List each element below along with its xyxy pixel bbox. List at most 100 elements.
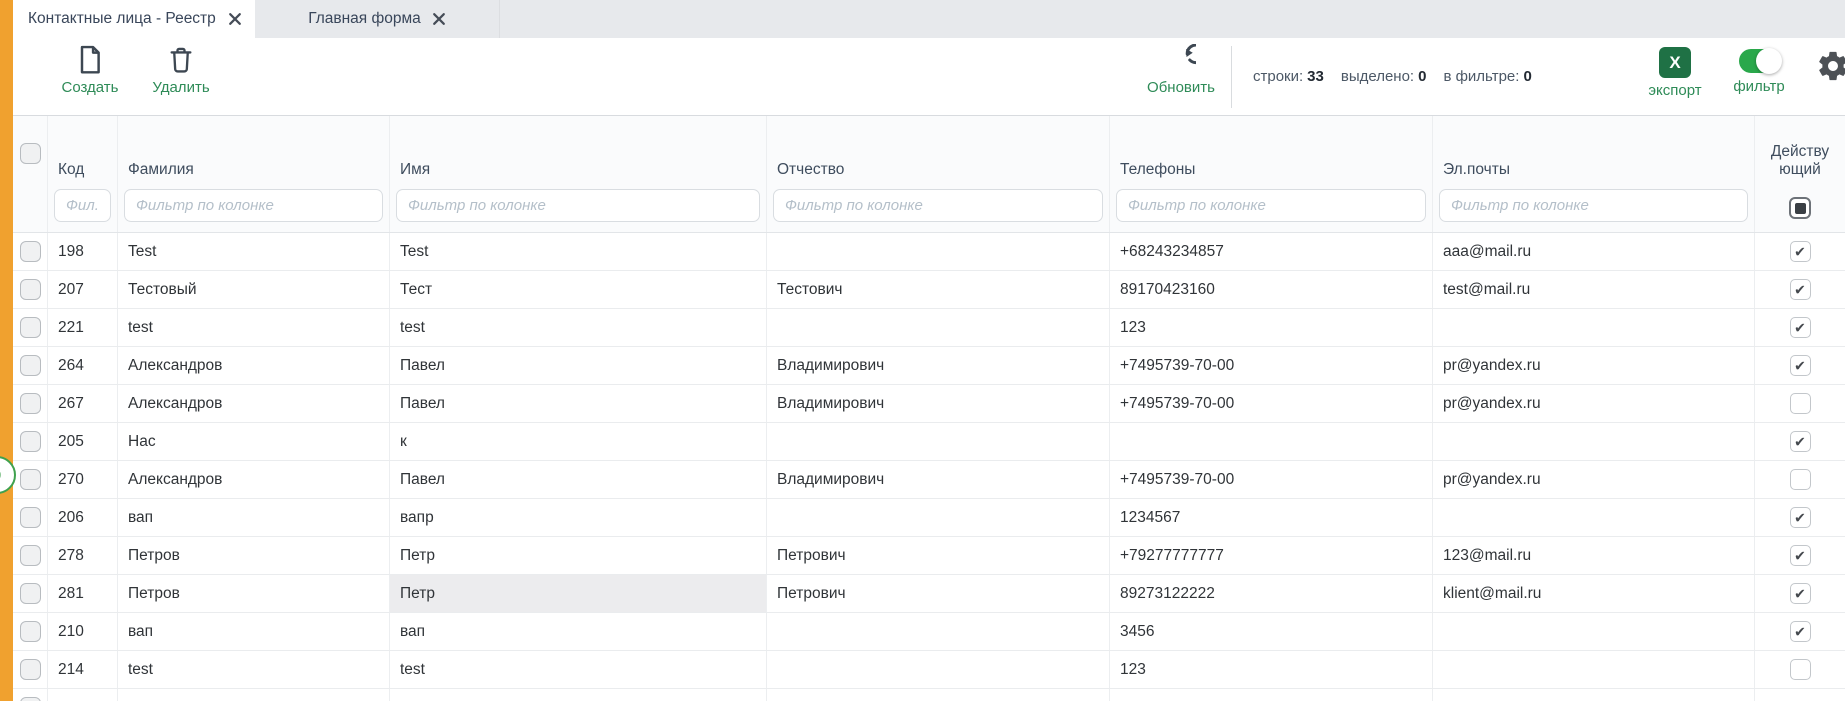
column-header-middle-name[interactable]: Отчество [767,116,1110,232]
cell-first-name[interactable]: Павел [390,461,767,498]
cell-last-name[interactable]: Александров [118,347,390,384]
table-row[interactable]: 264 Александров Павел Владимирович +7495739-… [13,347,1845,385]
cell-phones[interactable]: 89170423160 [1110,271,1433,308]
cell-emails[interactable]: pr@yandex.ru [1433,461,1755,498]
table-row[interactable]: 278 Петров Петр Петрович +79277777777 123@mai… [13,537,1845,575]
cell-last-name[interactable]: Александров [118,461,390,498]
active-checkbox-checked[interactable]: ✔ [1789,431,1811,452]
close-icon[interactable] [432,12,446,26]
active-checkbox-checked[interactable]: ✔ [1789,241,1811,262]
cell-code[interactable]: 281 [48,575,118,612]
column-header-code[interactable]: Код [48,116,118,232]
cell-first-name[interactable]: test [390,309,767,346]
cell-code[interactable]: 278 [48,537,118,574]
cell-phones[interactable]: +7495739-70-00 [1110,385,1433,422]
filter-input-middle-name[interactable] [773,189,1103,222]
row-select-checkbox[interactable] [19,507,41,528]
cell-emails[interactable] [1433,689,1755,701]
cell-first-name[interactable] [390,689,767,701]
cell-middle-name[interactable]: Тестович [767,271,1110,308]
cell-phones[interactable] [1110,423,1433,460]
cell-code[interactable]: 270 [48,461,118,498]
cell-last-name[interactable]: Нас [118,423,390,460]
cell-code[interactable]: 214 [48,651,118,688]
active-checkbox-unchecked[interactable] [1789,393,1811,414]
cell-middle-name[interactable] [767,651,1110,688]
column-header-last-name[interactable]: Фамилия [118,116,390,232]
cell-emails[interactable] [1433,423,1755,460]
filter-input-last-name[interactable] [124,189,383,222]
table-row[interactable] [13,689,1845,701]
row-select-checkbox[interactable] [19,583,41,604]
cell-middle-name[interactable]: Владимирович [767,347,1110,384]
cell-emails[interactable]: pr@yandex.ru [1433,385,1755,422]
cell-phones[interactable]: +68243234857 [1110,233,1433,270]
cell-emails[interactable]: test@mail.ru [1433,271,1755,308]
close-icon[interactable] [228,12,242,26]
cell-last-name[interactable]: Петров [118,537,390,574]
delete-button[interactable]: Удалить [144,44,218,96]
active-checkbox-unchecked[interactable] [1789,659,1811,680]
cell-first-name[interactable]: Павел [390,385,767,422]
cell-phones[interactable]: 1234567 [1110,499,1433,536]
cell-phones[interactable]: 3456 [1110,613,1433,650]
cell-middle-name[interactable]: Петрович [767,575,1110,612]
cell-middle-name[interactable] [767,499,1110,536]
row-select-checkbox[interactable] [19,697,41,701]
cell-first-name[interactable]: Петр [390,537,767,574]
cell-first-name[interactable]: test [390,651,767,688]
active-checkbox-checked[interactable]: ✔ [1789,621,1811,642]
cell-last-name[interactable]: test [118,309,390,346]
table-row[interactable]: 207 Тестовый Тест Тестович 89170423160 test@m… [13,271,1845,309]
column-header-emails[interactable]: Эл.почты [1433,116,1755,232]
cell-code[interactable]: 206 [48,499,118,536]
tab-contacts-registry[interactable]: Контактные лица - Реестр [13,0,255,38]
cell-middle-name[interactable]: Владимирович [767,461,1110,498]
cell-last-name[interactable]: Александров [118,385,390,422]
cell-emails[interactable] [1433,309,1755,346]
cell-code[interactable] [48,689,118,701]
cell-emails[interactable] [1433,651,1755,688]
filter-toggle[interactable]: фильтр [1725,48,1793,95]
cell-last-name[interactable] [118,689,390,701]
table-row[interactable]: 206 вап вапр 1234567 ✔ [13,499,1845,537]
active-filter-checkbox-indeterminate[interactable] [1789,197,1811,219]
cell-phones[interactable]: +79277777777 [1110,537,1433,574]
active-checkbox-unchecked[interactable] [1789,469,1811,490]
refresh-button[interactable]: Обновить [1144,44,1218,96]
table-row[interactable]: 198 Test Test +68243234857 aaa@mail.ru ✔ [13,233,1845,271]
cell-first-name[interactable]: Петр [390,575,767,612]
cell-emails[interactable]: pr@yandex.ru [1433,347,1755,384]
cell-emails[interactable]: klient@mail.ru [1433,575,1755,612]
cell-last-name[interactable]: test [118,651,390,688]
column-header-active[interactable]: Действующий [1755,116,1845,232]
cell-first-name[interactable]: Тест [390,271,767,308]
cell-middle-name[interactable] [767,613,1110,650]
cell-emails[interactable] [1433,613,1755,650]
cell-middle-name[interactable] [767,233,1110,270]
cell-middle-name[interactable]: Петрович [767,537,1110,574]
filter-input-first-name[interactable] [396,189,760,222]
row-select-checkbox[interactable] [19,241,41,262]
create-button[interactable]: Создать [53,44,127,96]
cell-first-name[interactable]: Test [390,233,767,270]
row-select-checkbox[interactable] [19,469,41,490]
row-select-checkbox[interactable] [19,545,41,566]
cell-phones[interactable]: 123 [1110,651,1433,688]
column-header-first-name[interactable]: Имя [390,116,767,232]
cell-last-name[interactable]: вап [118,613,390,650]
toggle-switch-icon[interactable] [1739,48,1782,74]
active-checkbox-checked[interactable]: ✔ [1789,317,1811,338]
row-select-checkbox[interactable] [19,317,41,338]
row-select-checkbox[interactable] [19,621,41,642]
row-select-checkbox[interactable] [19,279,41,300]
cell-code[interactable]: 205 [48,423,118,460]
select-all-checkbox[interactable] [19,143,41,164]
cell-code[interactable]: 264 [48,347,118,384]
active-checkbox-checked[interactable]: ✔ [1789,507,1811,528]
table-row[interactable]: 221 test test 123 ✔ [13,309,1845,347]
active-checkbox-checked[interactable]: ✔ [1789,279,1811,300]
cell-phones[interactable]: 123 [1110,309,1433,346]
active-checkbox-checked[interactable]: ✔ [1789,355,1811,376]
cell-code[interactable]: 198 [48,233,118,270]
